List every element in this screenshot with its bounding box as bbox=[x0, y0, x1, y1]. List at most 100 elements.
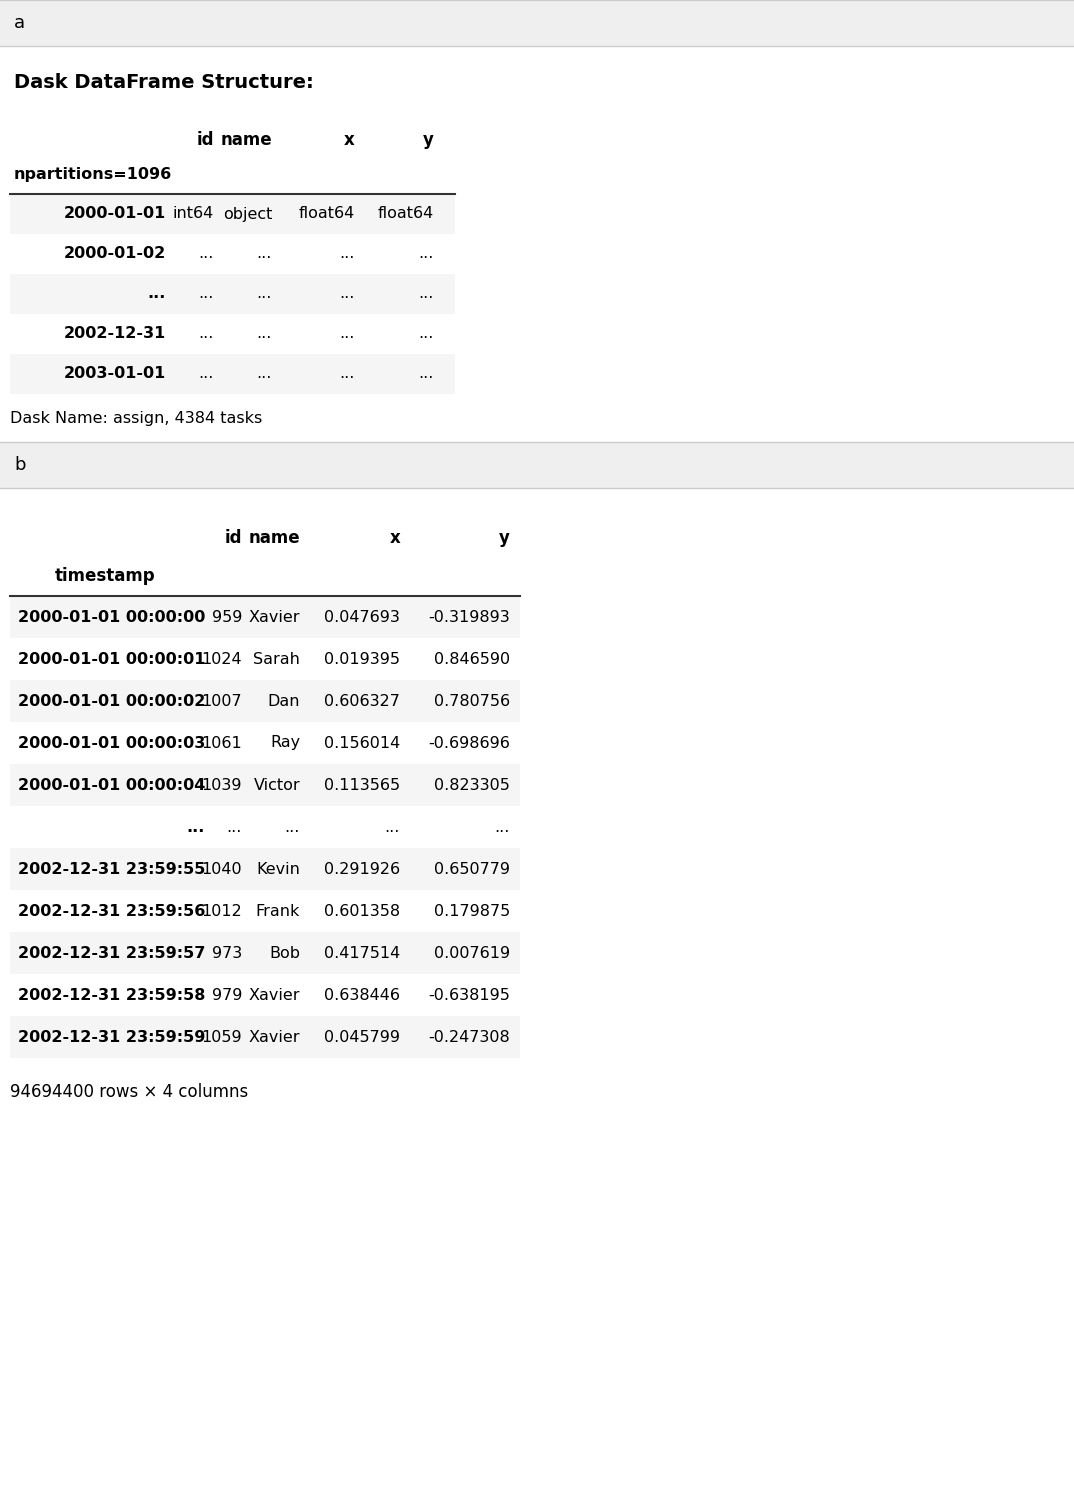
Text: name: name bbox=[220, 131, 272, 149]
Text: 0.291926: 0.291926 bbox=[324, 862, 400, 877]
Text: 2002-12-31 23:59:56: 2002-12-31 23:59:56 bbox=[17, 904, 205, 919]
Text: 2002-12-31: 2002-12-31 bbox=[63, 327, 166, 342]
Bar bbox=[10, 932, 520, 974]
Text: int64: int64 bbox=[173, 206, 214, 221]
Bar bbox=[10, 1016, 520, 1058]
Text: Bob: Bob bbox=[268, 946, 300, 961]
Text: 0.823305: 0.823305 bbox=[434, 777, 510, 792]
Text: ...: ... bbox=[419, 327, 434, 342]
Text: 2000-01-01 00:00:00: 2000-01-01 00:00:00 bbox=[17, 610, 205, 624]
Text: 2000-01-01 00:00:03: 2000-01-01 00:00:03 bbox=[17, 735, 205, 750]
Bar bbox=[10, 763, 520, 805]
Bar bbox=[10, 354, 455, 394]
Bar bbox=[10, 314, 455, 354]
Text: 1024: 1024 bbox=[202, 651, 242, 666]
Text: 94694400 rows × 4 columns: 94694400 rows × 4 columns bbox=[10, 1083, 248, 1101]
Text: 0.007619: 0.007619 bbox=[434, 946, 510, 961]
Text: id: id bbox=[197, 131, 214, 149]
Text: 2003-01-01: 2003-01-01 bbox=[63, 366, 166, 381]
Text: 2002-12-31 23:59:58: 2002-12-31 23:59:58 bbox=[17, 988, 205, 1002]
Text: ...: ... bbox=[257, 327, 272, 342]
Text: 2000-01-02: 2000-01-02 bbox=[63, 247, 166, 261]
Text: 979: 979 bbox=[212, 988, 242, 1002]
Text: ...: ... bbox=[339, 366, 355, 381]
Text: float64: float64 bbox=[378, 206, 434, 221]
Text: 0.846590: 0.846590 bbox=[434, 651, 510, 666]
Text: 2000-01-01: 2000-01-01 bbox=[63, 206, 166, 221]
Text: ...: ... bbox=[495, 820, 510, 835]
Text: Sarah: Sarah bbox=[253, 651, 300, 666]
Text: ...: ... bbox=[339, 327, 355, 342]
Text: 0.113565: 0.113565 bbox=[324, 777, 400, 792]
Text: a: a bbox=[14, 13, 25, 31]
Text: ...: ... bbox=[339, 247, 355, 261]
Text: 1059: 1059 bbox=[202, 1029, 242, 1044]
Text: 0.156014: 0.156014 bbox=[323, 735, 400, 750]
Bar bbox=[10, 680, 520, 722]
Bar bbox=[10, 273, 455, 314]
Text: ...: ... bbox=[147, 287, 166, 302]
Text: Xavier: Xavier bbox=[248, 988, 300, 1002]
Text: timestamp: timestamp bbox=[55, 568, 155, 586]
Bar bbox=[10, 638, 520, 680]
Text: 0.650779: 0.650779 bbox=[434, 862, 510, 877]
Text: Dask DataFrame Structure:: Dask DataFrame Structure: bbox=[14, 73, 314, 91]
Text: 959: 959 bbox=[212, 610, 242, 624]
Text: 2000-01-01 00:00:01: 2000-01-01 00:00:01 bbox=[17, 651, 205, 666]
Text: 0.601358: 0.601358 bbox=[324, 904, 400, 919]
Bar bbox=[10, 596, 520, 638]
Text: y: y bbox=[423, 131, 434, 149]
Text: y: y bbox=[499, 529, 510, 547]
Bar bbox=[10, 974, 520, 1016]
Text: 1039: 1039 bbox=[202, 777, 242, 792]
Text: x: x bbox=[389, 529, 400, 547]
Text: ...: ... bbox=[257, 247, 272, 261]
Text: ...: ... bbox=[199, 287, 214, 302]
Text: x: x bbox=[345, 131, 355, 149]
Bar bbox=[0, 0, 1074, 46]
Text: -0.638195: -0.638195 bbox=[429, 988, 510, 1002]
Bar bbox=[10, 805, 520, 849]
Text: ...: ... bbox=[199, 247, 214, 261]
Text: Dan: Dan bbox=[267, 693, 300, 708]
Text: object: object bbox=[222, 206, 272, 221]
Text: b: b bbox=[14, 456, 26, 474]
Bar bbox=[10, 194, 455, 235]
Text: ...: ... bbox=[419, 287, 434, 302]
Bar bbox=[10, 890, 520, 932]
Text: ...: ... bbox=[339, 287, 355, 302]
Bar bbox=[0, 442, 1074, 489]
Text: ...: ... bbox=[285, 820, 300, 835]
Text: 0.047693: 0.047693 bbox=[324, 610, 400, 624]
Text: Ray: Ray bbox=[270, 735, 300, 750]
Text: 1040: 1040 bbox=[202, 862, 242, 877]
Text: ...: ... bbox=[199, 366, 214, 381]
Text: 2002-12-31 23:59:59: 2002-12-31 23:59:59 bbox=[17, 1029, 205, 1044]
Text: ...: ... bbox=[199, 327, 214, 342]
Text: 0.045799: 0.045799 bbox=[324, 1029, 400, 1044]
Text: 0.780756: 0.780756 bbox=[434, 693, 510, 708]
Text: ...: ... bbox=[257, 287, 272, 302]
Text: -0.319893: -0.319893 bbox=[429, 610, 510, 624]
Bar bbox=[10, 235, 455, 273]
Text: 0.019395: 0.019395 bbox=[324, 651, 400, 666]
Text: -0.247308: -0.247308 bbox=[429, 1029, 510, 1044]
Text: ...: ... bbox=[257, 366, 272, 381]
Text: 2002-12-31 23:59:55: 2002-12-31 23:59:55 bbox=[17, 862, 205, 877]
Bar bbox=[10, 722, 520, 763]
Text: 0.606327: 0.606327 bbox=[324, 693, 400, 708]
Text: ...: ... bbox=[187, 820, 205, 835]
Text: float64: float64 bbox=[299, 206, 355, 221]
Text: 2000-01-01 00:00:02: 2000-01-01 00:00:02 bbox=[17, 693, 205, 708]
Text: ...: ... bbox=[419, 366, 434, 381]
Text: Kevin: Kevin bbox=[256, 862, 300, 877]
Text: ...: ... bbox=[384, 820, 400, 835]
Text: npartitions=1096: npartitions=1096 bbox=[14, 167, 172, 182]
Text: -0.698696: -0.698696 bbox=[429, 735, 510, 750]
Text: 2002-12-31 23:59:57: 2002-12-31 23:59:57 bbox=[17, 946, 205, 961]
Text: Xavier: Xavier bbox=[248, 610, 300, 624]
Text: name: name bbox=[248, 529, 300, 547]
Text: 2000-01-01 00:00:04: 2000-01-01 00:00:04 bbox=[17, 777, 205, 792]
Text: 1061: 1061 bbox=[201, 735, 242, 750]
Text: Xavier: Xavier bbox=[248, 1029, 300, 1044]
